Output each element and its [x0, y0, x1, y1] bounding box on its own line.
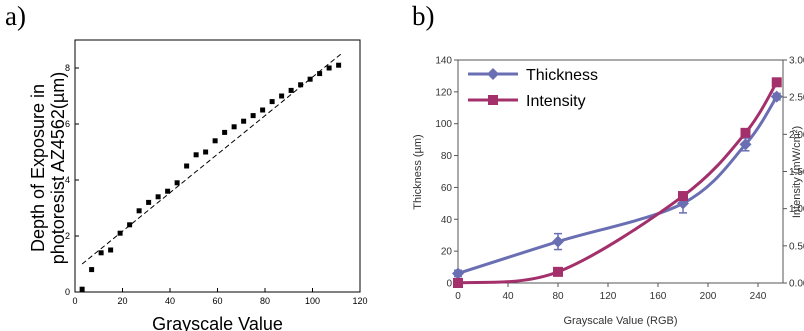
x-tick-label-a: 60	[212, 296, 222, 306]
data-point-a	[317, 71, 323, 77]
x-tick-label-b: 120	[600, 291, 617, 302]
data-point-a	[241, 118, 247, 124]
data-point-a	[250, 113, 256, 119]
x-tick-label-a: 120	[352, 296, 367, 306]
x-tick-label-b: 40	[502, 291, 514, 302]
y2-axis-label-b: Intensity (mW/cm²)	[791, 126, 803, 218]
x-tick-label-a: 0	[72, 296, 77, 306]
x-tick-label-b: 160	[650, 291, 667, 302]
y-tick-label-b: 0	[446, 279, 452, 290]
data-point-a	[307, 76, 313, 82]
y2-tick-label-b: 1.50	[789, 167, 804, 178]
y-tick-label-b: 120	[435, 87, 452, 98]
data-point-a	[108, 247, 114, 253]
y-tick-label-a: 6	[65, 119, 70, 129]
legend-marker-intensity	[488, 95, 498, 105]
data-point-a	[326, 65, 332, 71]
x-axis-label-a: Grayscale Value	[152, 314, 283, 331]
y2-tick-label-b: 0.50	[789, 241, 804, 252]
data-point-a	[174, 180, 180, 186]
panel-label-b: b)	[412, 1, 435, 31]
x-axis-label-b: Grayscale Value (RGB)	[563, 315, 677, 327]
y-tick-label-b: 60	[441, 183, 453, 194]
data-point-a	[89, 267, 95, 273]
x-tick-label-a: 80	[260, 296, 270, 306]
data-point-a	[193, 152, 199, 158]
data-point-a	[203, 149, 209, 155]
series-line-intensity	[457, 81, 779, 285]
x-tick-label-a: 20	[117, 296, 127, 306]
data-point-a	[279, 93, 285, 99]
data-point-intensity	[453, 278, 463, 288]
y-axis-label-a-line1: Depth of Exposure in	[28, 84, 48, 252]
legend-marker-thickness	[487, 68, 499, 80]
x-tick-label-a: 40	[165, 296, 175, 306]
x-tick-label-a: 100	[305, 296, 320, 306]
y-tick-label-a: 4	[65, 175, 70, 185]
y-tick-label-a: 2	[65, 231, 70, 241]
data-point-a	[212, 138, 218, 144]
data-point-a	[79, 286, 85, 292]
y-axis-label-a-line2: photoresist AZ4562(µm)	[48, 72, 68, 264]
y-tick-label-b: 20	[441, 247, 453, 258]
x-tick-label-b: 200	[700, 291, 717, 302]
legend-label-intensity: Intensity	[526, 93, 586, 110]
data-point-a	[298, 82, 304, 88]
y-tick-label-b: 100	[435, 119, 452, 130]
y2-tick-label-b: 1.00	[789, 204, 804, 215]
y-tick-label-b: 140	[435, 56, 452, 67]
data-point-a	[231, 124, 237, 130]
series-line-thickness	[457, 95, 779, 275]
data-point-a	[269, 99, 275, 105]
y2-tick-label-b: 3.00	[789, 56, 804, 67]
y2-tick-label-b: 2.50	[789, 93, 804, 104]
data-point-thickness	[452, 267, 464, 280]
y-tick-label-a: 0	[65, 287, 70, 297]
panel-label-a: a)	[5, 1, 26, 31]
data-point-intensity	[740, 127, 751, 138]
y-tick-label-b: 80	[441, 151, 453, 162]
data-point-intensity	[678, 191, 688, 202]
data-point-a	[117, 230, 123, 236]
y-axis-label-b: Thickness (µm)	[412, 134, 424, 209]
y-tick-label-a: 8	[65, 63, 70, 73]
x-tick-label-b: 240	[750, 291, 767, 302]
plot-frame-b	[457, 59, 784, 284]
data-point-a	[146, 199, 152, 205]
data-point-a	[165, 188, 171, 194]
x-tick-label-b: 0	[455, 291, 461, 302]
data-point-intensity	[553, 266, 563, 277]
data-point-a	[136, 208, 142, 214]
chart-a: 0 20 40 60 80 100 120 0 2 4 6 8 Grayscale Value Depth…	[28, 39, 368, 331]
data-point-thickness	[739, 138, 752, 151]
y2-tick-label-b: 0.00	[789, 279, 804, 290]
data-point-a	[184, 163, 190, 169]
legend-label-thickness: Thickness	[526, 67, 598, 84]
y-tick-label-b: 40	[441, 215, 453, 226]
data-point-a	[222, 129, 228, 135]
data-point-a	[155, 194, 161, 200]
data-point-thickness	[770, 90, 783, 103]
data-point-a	[260, 107, 266, 113]
data-point-a	[127, 222, 133, 228]
x-tick-label-b: 80	[552, 291, 564, 302]
data-point-thickness	[552, 235, 564, 248]
data-point-a	[336, 62, 342, 68]
y2-tick-label-b: 2.00	[789, 130, 804, 141]
data-point-a	[288, 87, 294, 93]
data-point-a	[98, 250, 104, 256]
data-point-intensity	[771, 77, 782, 88]
